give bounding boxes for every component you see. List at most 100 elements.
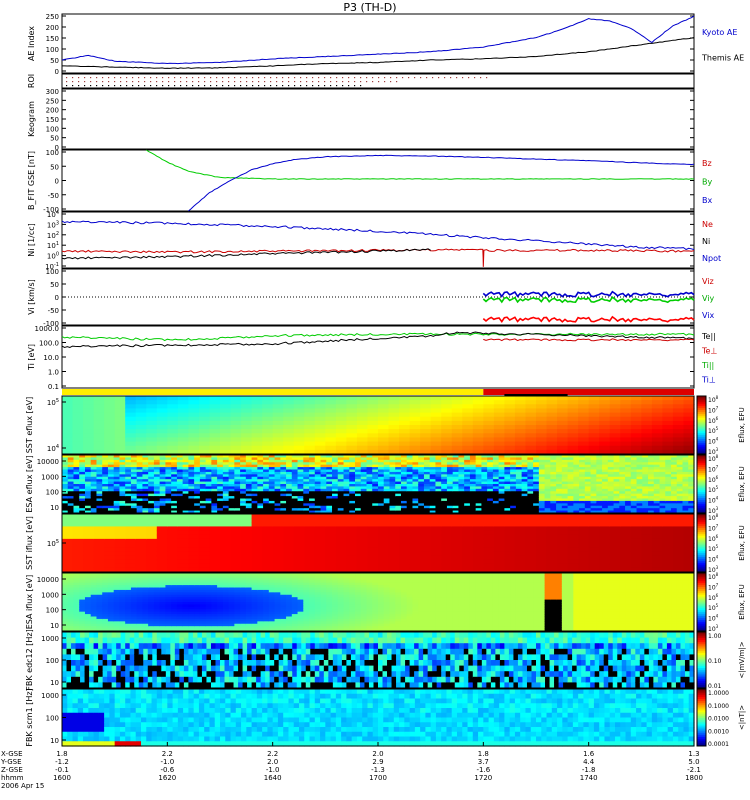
roi-dot (252, 77, 254, 79)
roi-dot (306, 77, 308, 79)
colorbar-cell (697, 539, 706, 542)
y-tick-label: 1000 (41, 473, 59, 481)
colorbar-cell (697, 537, 706, 540)
colorbar-cell (697, 663, 706, 667)
colorbar-cell (697, 405, 706, 409)
roi-dot (78, 77, 80, 79)
colorbar-cell (697, 466, 706, 469)
colorbar-cell (697, 426, 706, 430)
roi-dot (486, 77, 488, 79)
colorbar-cell (697, 605, 706, 609)
panel-velocity: -100 -50 0 50 100 Vi [km/s] Viz Viy Vix (27, 268, 715, 328)
roi-dot (354, 77, 356, 79)
series-themisae (62, 37, 695, 70)
colorbar-cell (697, 717, 706, 720)
colorbar-tick-label: 0.0001 (708, 741, 729, 748)
y-tick-label: 10 (50, 679, 59, 687)
x-tick-label: -0.1 (55, 766, 69, 774)
roi-dot (108, 81, 110, 83)
colorbar-tick-label: 0.10 (708, 658, 722, 665)
status-bar (62, 389, 694, 396)
colorbar-cell (697, 676, 706, 680)
colorbar-cell (697, 650, 706, 654)
colorbar-tick-label: 1.0000 (708, 690, 729, 697)
roi-dot (138, 85, 140, 87)
colorbar-tick-label: 0.01 (708, 683, 722, 690)
y-tick-label: 100 (46, 715, 59, 723)
roi-dot (432, 77, 434, 79)
roi-dot (108, 85, 110, 87)
colorbar-cell (697, 535, 706, 538)
colorbar-tick-label: 107 (708, 464, 719, 473)
roi-dot (222, 81, 224, 83)
colorbar-cell (697, 472, 706, 475)
x-tick-label: -0.6 (160, 766, 174, 774)
colorbar-cell (697, 684, 706, 687)
panel-roi: ROI (27, 73, 695, 89)
colorbar-cell (697, 428, 706, 432)
colorbar-tick-label: 103 (708, 624, 719, 633)
y-tick-label: 150 (46, 116, 59, 124)
roi-dot (264, 77, 266, 79)
colorbar-tick-label: 106 (708, 416, 719, 425)
colorbar-cell (697, 592, 706, 595)
roi-dot (144, 85, 146, 87)
colorbar-cell (697, 458, 706, 462)
roi-dot (366, 81, 368, 83)
roi-dot (78, 85, 80, 87)
legend-viy: Viy (702, 294, 715, 303)
roi-dot (330, 77, 332, 79)
y-tick-label: 10-1 (45, 262, 59, 271)
roi-dot (210, 81, 212, 83)
y-axis-label: Ni [1/cc] (27, 223, 36, 257)
y-axis-label: SST eflux [eV] (25, 397, 34, 454)
roi-dot (180, 85, 182, 87)
roi-dot (318, 77, 320, 79)
colorbar-cell (697, 452, 706, 455)
roi-dot (258, 77, 260, 79)
colorbar-cell (697, 546, 706, 550)
colorbar-cell (697, 702, 706, 705)
y-tick-label: 105 (47, 398, 59, 407)
panel-frame (61, 572, 695, 632)
legend-npot: Npot (702, 254, 721, 263)
status-segment (504, 394, 568, 396)
colorbar-cell (697, 401, 706, 405)
colorbar-cell (697, 732, 706, 736)
colorbar-cell (697, 409, 706, 412)
roi-dot (288, 81, 290, 83)
y-axis-label: ROI (27, 74, 36, 88)
series-viy (482, 296, 695, 304)
colorbar-cell (697, 464, 706, 468)
roi-dot (174, 81, 176, 83)
roi-dot (210, 85, 212, 87)
colorbar-label: Eflux, EFU (738, 584, 746, 619)
roi-dot (174, 85, 176, 87)
colorbar-cell (697, 734, 706, 737)
colorbar-cell (697, 654, 706, 657)
x-tick-label: 4.4 (583, 758, 595, 766)
legend-bx: Bx (702, 196, 712, 205)
series-bx (188, 154, 695, 212)
x-tick-label: 2.0 (267, 758, 278, 766)
panel-frame (61, 395, 695, 455)
roi-dot (252, 81, 254, 83)
roi-dot (294, 81, 296, 83)
roi-dot (120, 77, 122, 79)
roi-dot (390, 81, 392, 83)
y-tick-label: -50 (48, 192, 59, 200)
roi-dot (252, 85, 254, 87)
roi-dot (336, 77, 338, 79)
colorbar-cell (697, 600, 706, 603)
colorbar-frame (696, 572, 707, 632)
roi-dot (246, 81, 248, 83)
colorbar-cell (697, 617, 706, 620)
roi-dot (240, 81, 242, 83)
colorbar-cell (697, 455, 706, 458)
roi-dot (342, 85, 344, 87)
colorbar-cell (697, 689, 706, 692)
y-axis-label: Vi [km/s] (27, 279, 36, 315)
x-tick-label: 1.6 (583, 750, 595, 758)
